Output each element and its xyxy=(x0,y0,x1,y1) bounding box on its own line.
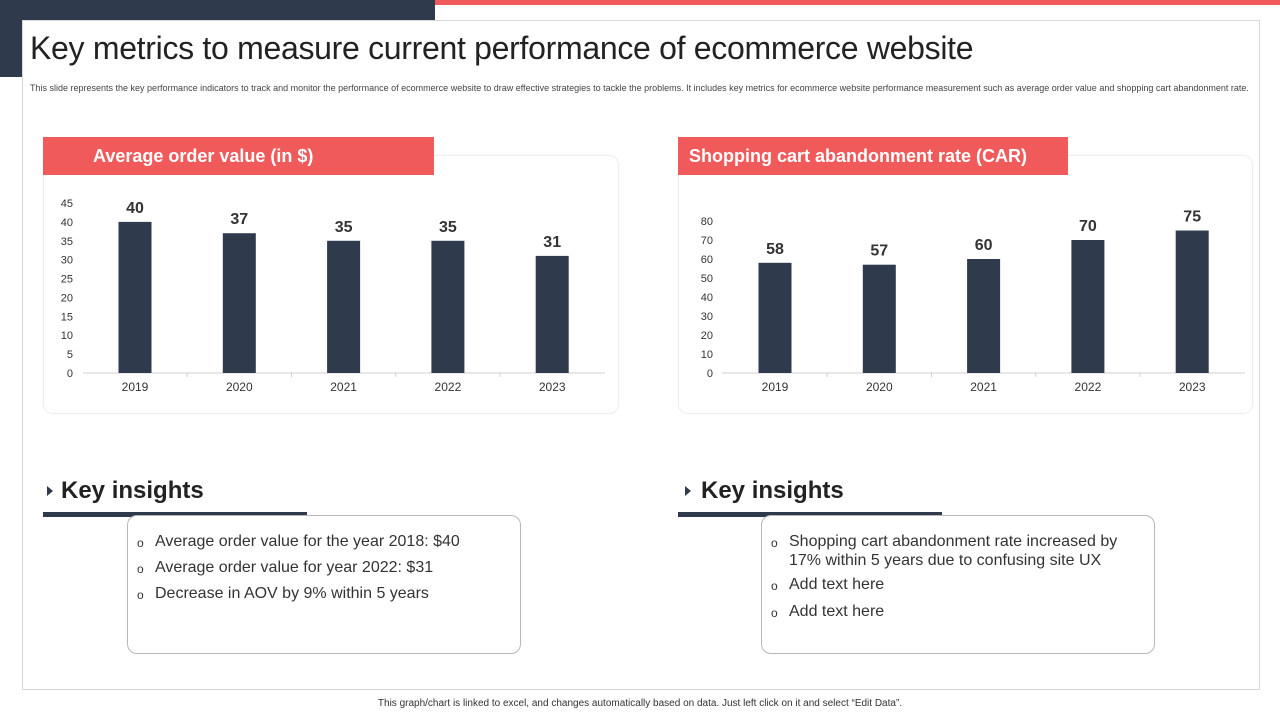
list-item: o Decrease in AOV by 9% within 5 years xyxy=(137,584,507,605)
y-tick-label: 5 xyxy=(67,349,73,361)
circle-bullet-icon: o xyxy=(771,606,778,620)
x-tick-label: 2022 xyxy=(1075,380,1102,394)
footer-note: This graph/chart is linked to excel, and… xyxy=(377,698,903,709)
circle-bullet-icon: o xyxy=(137,588,144,602)
data-label: 70 xyxy=(1079,218,1097,235)
data-label: 35 xyxy=(439,219,457,236)
y-tick-label: 45 xyxy=(61,198,73,210)
y-tick-label: 0 xyxy=(67,368,73,380)
x-tick-label: 2023 xyxy=(1179,380,1206,394)
y-tick-label: 10 xyxy=(701,349,713,361)
x-tick-label: 2023 xyxy=(539,380,566,394)
y-tick-label: 30 xyxy=(701,311,713,323)
y-tick-label: 40 xyxy=(701,292,713,304)
bar xyxy=(535,255,569,373)
insights-heading-right: Key insights xyxy=(701,477,844,504)
bar xyxy=(431,240,465,373)
y-tick-label: 10 xyxy=(61,330,73,342)
insights-list-left: o Average order value for the year 2018: … xyxy=(137,532,507,605)
insights-heading-left: Key insights xyxy=(61,477,204,504)
y-tick-label: 50 xyxy=(701,273,713,285)
heading-underline xyxy=(678,512,942,517)
y-tick-label: 40 xyxy=(61,217,73,229)
data-label: 58 xyxy=(766,241,784,258)
y-tick-label: 35 xyxy=(61,236,73,248)
x-tick-label: 2020 xyxy=(226,380,253,394)
circle-bullet-icon: o xyxy=(137,536,144,550)
data-label: 57 xyxy=(870,243,888,260)
car-chart-title: Shopping cart abandonment rate (CAR) xyxy=(678,137,1068,175)
data-label: 60 xyxy=(975,237,993,254)
bar xyxy=(758,262,792,373)
data-label: 31 xyxy=(543,234,561,251)
page-title: Key metrics to measure current performan… xyxy=(30,30,974,66)
bar xyxy=(967,259,1001,373)
bar xyxy=(1071,240,1105,373)
circle-bullet-icon: o xyxy=(771,579,778,593)
list-item: o Add text here xyxy=(771,602,1131,623)
x-tick-label: 2021 xyxy=(970,380,997,394)
circle-bullet-icon: o xyxy=(771,536,778,550)
data-label: 35 xyxy=(335,219,353,236)
triangle-bullet-icon xyxy=(685,486,691,496)
heading-underline xyxy=(43,512,307,517)
insights-list-right: o Shopping cart abandonment rate increase… xyxy=(771,532,1131,623)
y-tick-label: 20 xyxy=(61,292,73,304)
y-tick-label: 70 xyxy=(701,235,713,247)
y-tick-label: 0 xyxy=(707,368,713,380)
x-tick-label: 2020 xyxy=(866,380,893,394)
x-tick-label: 2019 xyxy=(122,380,149,394)
y-tick-label: 15 xyxy=(61,311,73,323)
x-tick-label: 2019 xyxy=(762,380,789,394)
circle-bullet-icon: o xyxy=(137,562,144,576)
y-tick-label: 20 xyxy=(701,330,713,342)
list-item: o Shopping cart abandonment rate increase… xyxy=(771,533,1118,569)
insights-box-right xyxy=(761,515,1155,654)
data-label: 40 xyxy=(126,200,144,217)
x-tick-label: 2021 xyxy=(330,380,357,394)
list-item: o Add text here xyxy=(771,575,1131,596)
y-tick-label: 80 xyxy=(701,216,713,228)
bar xyxy=(862,264,896,373)
y-tick-label: 25 xyxy=(61,274,73,286)
x-tick-label: 2022 xyxy=(435,380,462,394)
y-tick-label: 60 xyxy=(701,254,713,266)
data-label: 37 xyxy=(230,211,248,228)
data-label: 75 xyxy=(1183,209,1201,226)
red-accent-bar xyxy=(435,0,1280,5)
bar xyxy=(222,233,256,373)
list-item: o Average order value for the year 2018: … xyxy=(137,532,507,553)
bar xyxy=(118,221,152,373)
insights-box-left xyxy=(127,515,521,654)
bar xyxy=(1175,230,1209,373)
triangle-bullet-icon xyxy=(47,486,53,496)
aov-chart-title: Average order value (in $) xyxy=(43,137,434,175)
description: This slide represents the key performanc… xyxy=(30,83,1249,93)
y-tick-label: 30 xyxy=(61,255,73,267)
bar xyxy=(327,240,361,373)
list-item: o Average order value for year 2022: $31 xyxy=(137,558,507,579)
